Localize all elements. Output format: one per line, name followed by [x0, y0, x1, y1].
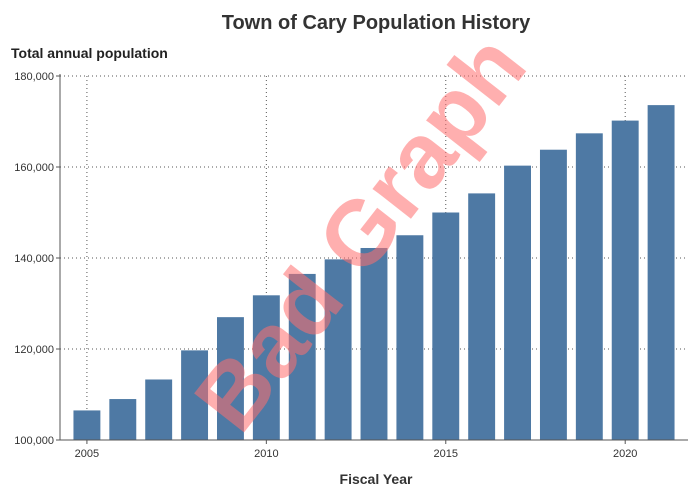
bar-2013	[360, 247, 388, 440]
bar-2019	[575, 133, 603, 440]
y-tick-label: 180,000	[14, 71, 54, 83]
bar-2016	[468, 193, 496, 440]
axes: 100,000 120,000 140,000 160,000 180,000 2005 2…	[14, 71, 688, 460]
y-axis-label: Total annual population	[11, 45, 168, 61]
x-tick-label: 2020	[613, 448, 637, 460]
y-tick-label: 100,000	[14, 435, 54, 447]
x-tick-label: 2005	[75, 448, 99, 460]
x-axis-label: Fiscal Year	[340, 471, 413, 487]
bar-2015	[432, 212, 460, 440]
bar-2011	[288, 273, 316, 440]
bar-2014	[396, 235, 424, 440]
bar-2005	[73, 410, 101, 440]
bar-2008	[181, 350, 209, 440]
bar-2018	[539, 149, 567, 440]
bar-2012	[324, 259, 352, 440]
x-tick-label: 2015	[434, 448, 458, 460]
y-tick-label: 140,000	[14, 253, 54, 265]
x-tick-label: 2010	[254, 448, 278, 460]
chart-title: Town of Cary Population History	[222, 12, 531, 34]
bar-2006	[109, 399, 137, 440]
bar-2020	[611, 120, 639, 440]
bar-2010	[252, 295, 280, 440]
bar-2009	[217, 317, 244, 440]
bar-2017	[504, 165, 531, 440]
bar-2021	[647, 105, 675, 441]
bars	[73, 105, 675, 441]
y-tick-label: 120,000	[14, 344, 54, 356]
y-tick-label: 160,000	[14, 162, 54, 174]
bar-2007	[145, 379, 173, 440]
